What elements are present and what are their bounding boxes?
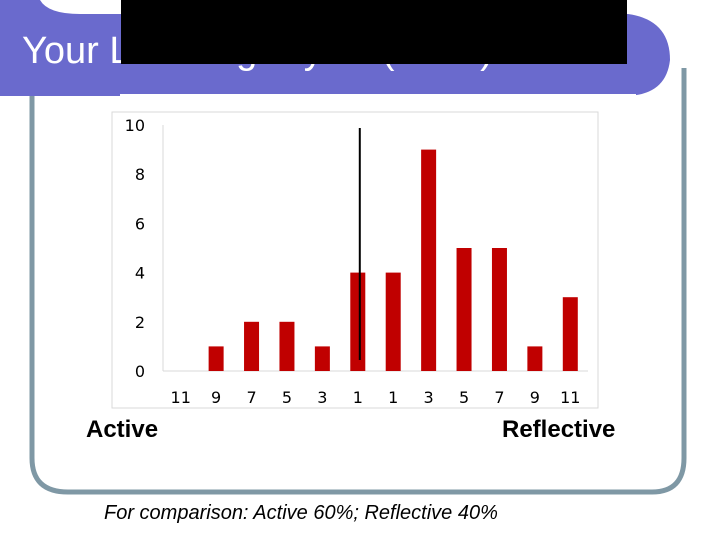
x-tick-label: 5 — [282, 388, 292, 407]
y-tick-label: 6 — [135, 214, 145, 233]
bar — [491, 248, 507, 371]
x-tick-label: 3 — [317, 388, 327, 407]
x-tick-label: 5 — [459, 388, 469, 407]
bar — [208, 346, 224, 371]
redaction-box — [121, 0, 627, 64]
bar — [527, 346, 543, 371]
x-tick-label: 11 — [560, 388, 580, 407]
comparison-footnote: For comparison: Active 60%; Reflective 4… — [104, 502, 498, 524]
bar — [385, 272, 401, 371]
bar — [350, 272, 366, 371]
y-tick-label: 8 — [135, 165, 145, 184]
y-tick-label: 2 — [135, 313, 145, 332]
x-tick-label: 11 — [171, 388, 191, 407]
x-tick-label: 9 — [211, 388, 221, 407]
bar — [314, 346, 330, 371]
y-tick-label: 4 — [135, 264, 145, 283]
bar — [279, 321, 295, 371]
bar — [562, 297, 578, 371]
y-tick-label: 0 — [135, 362, 145, 381]
x-tick-label: 1 — [388, 388, 398, 407]
bar — [456, 248, 472, 371]
x-tick-label: 3 — [424, 388, 434, 407]
bar — [421, 149, 437, 371]
bar — [244, 321, 260, 371]
content-frame — [29, 68, 687, 495]
y-tick-label: 10 — [125, 116, 145, 135]
x-tick-label: 1 — [353, 388, 363, 407]
x-tick-label: 9 — [530, 388, 540, 407]
x-tick-label: 7 — [246, 388, 256, 407]
reflective-label: Reflective — [502, 416, 616, 443]
active-label: Active — [86, 416, 159, 443]
x-tick-label: 7 — [494, 388, 504, 407]
